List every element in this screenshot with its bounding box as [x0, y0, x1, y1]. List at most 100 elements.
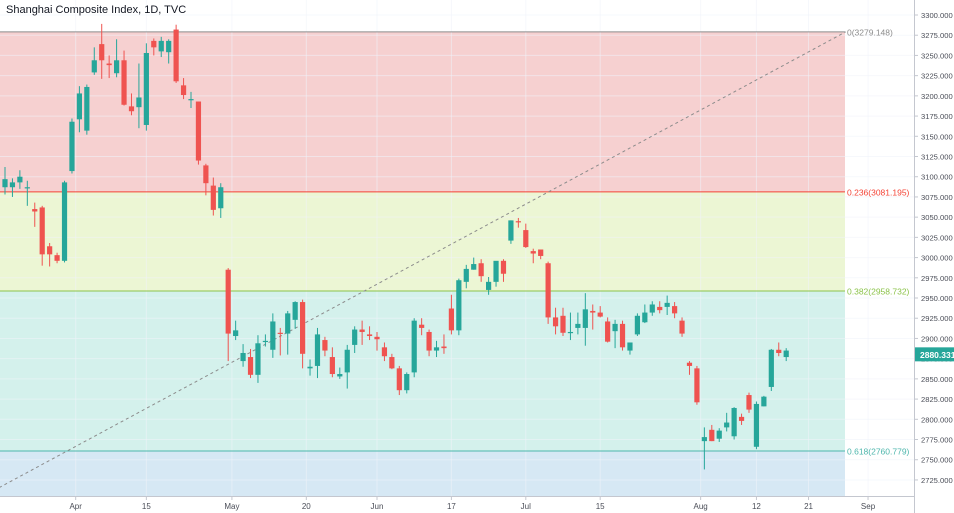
candle-body [575, 323, 581, 328]
candle [99, 23, 105, 79]
candle [121, 50, 127, 106]
candle [694, 365, 700, 405]
candle [24, 180, 30, 206]
candle-body [255, 343, 261, 375]
candle [664, 295, 670, 315]
candle-body [91, 60, 97, 73]
candle [366, 326, 373, 341]
candle [538, 249, 544, 260]
candle [91, 47, 97, 75]
candle [32, 202, 38, 227]
candle-body [500, 260, 507, 274]
candle-body [233, 330, 239, 337]
candle-body [180, 85, 187, 96]
x-tick-label: 15 [142, 502, 151, 511]
candle [426, 329, 432, 357]
candle-body [672, 306, 678, 314]
x-tick-label: 17 [447, 502, 456, 511]
candle [634, 313, 640, 337]
candle-body [508, 220, 514, 241]
candle [136, 63, 142, 129]
candle [523, 223, 529, 248]
y-tick-label: 3175.000 [921, 112, 953, 121]
candle [500, 259, 507, 282]
candle [76, 86, 82, 133]
candle [411, 318, 417, 378]
candle [69, 118, 75, 174]
candle [188, 91, 194, 108]
candle-body [69, 121, 75, 172]
candle [277, 327, 283, 356]
candle-body [426, 331, 432, 351]
price-axis-bg [914, 0, 954, 513]
y-tick-label: 3275.000 [921, 31, 953, 40]
candle-body [158, 40, 164, 52]
chart-title: Shanghai Composite Index, 1D, TVC [6, 4, 187, 16]
candle-body [664, 302, 670, 307]
x-tick-label: 12 [752, 502, 761, 511]
candle-body [61, 182, 68, 261]
candle-body [493, 260, 499, 282]
candle [195, 101, 202, 165]
candle-body [314, 334, 321, 366]
candle-body [560, 315, 566, 333]
candle [47, 243, 53, 267]
candle-body [307, 366, 313, 369]
y-tick-label: 3100.000 [921, 173, 953, 182]
candle-body [166, 40, 172, 53]
candle [590, 304, 596, 330]
trendline-group [0, 31, 846, 488]
candle-body [188, 99, 194, 101]
candle [753, 401, 760, 450]
y-tick-label: 2725.000 [921, 476, 953, 485]
x-tick-label: 21 [804, 502, 813, 511]
candle-body [597, 312, 603, 317]
candle-body [143, 53, 149, 125]
candle-body [441, 346, 447, 349]
x-tick-label: 20 [302, 502, 311, 511]
y-tick-label: 3075.000 [921, 193, 953, 202]
candle [374, 331, 380, 351]
candle-body [195, 101, 202, 161]
candles [2, 23, 789, 470]
y-tick-label: 2800.000 [921, 415, 953, 424]
candle-body [210, 185, 216, 210]
candle [478, 259, 484, 282]
candle-body [17, 176, 23, 183]
y-tick-label: 2925.000 [921, 314, 953, 323]
candle [404, 372, 410, 394]
candle-body [99, 44, 105, 61]
candle-body [776, 349, 782, 353]
candle-body [47, 246, 53, 255]
candle-body [783, 350, 789, 358]
candle [679, 317, 685, 337]
candle [552, 307, 559, 335]
candle-body [389, 357, 395, 369]
candle [173, 24, 179, 83]
candle [619, 320, 626, 351]
candle [262, 334, 268, 347]
candle [746, 392, 752, 413]
candle-body [374, 336, 380, 340]
y-tick-label: 2750.000 [921, 456, 953, 465]
candle-body [478, 263, 484, 277]
candle [448, 294, 454, 335]
candle [233, 320, 239, 341]
candle-body [322, 340, 328, 351]
candle-body [225, 269, 231, 334]
y-tick-label: 2950.000 [921, 294, 953, 303]
candle [701, 427, 707, 470]
candle [627, 342, 633, 355]
x-tick-label: Aug [694, 502, 708, 511]
candle-body [292, 302, 298, 320]
candle-body [329, 357, 335, 375]
trendline [0, 31, 846, 488]
candle [649, 301, 655, 316]
candle [486, 276, 492, 295]
candle-body [359, 329, 365, 332]
candle [612, 319, 618, 349]
candle [597, 306, 603, 318]
candle-body [404, 374, 410, 391]
